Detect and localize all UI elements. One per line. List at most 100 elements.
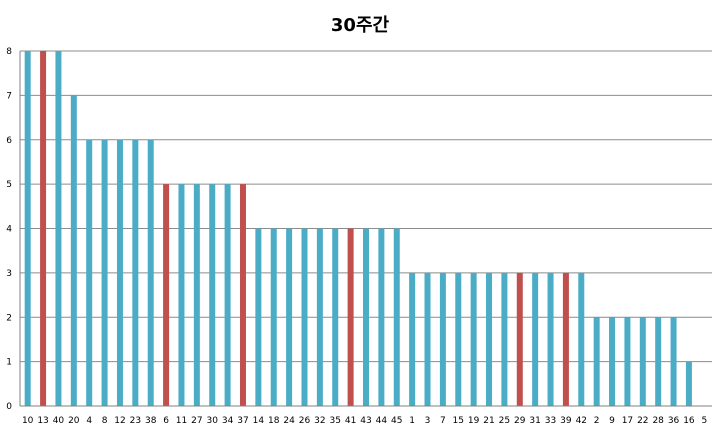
x-tick-label: 28 [652,416,664,426]
bar-20 [70,95,77,407]
x-tick-label: 1 [409,416,415,426]
bar-32 [316,228,323,406]
bar-45 [393,228,400,406]
bar-2 [593,317,600,406]
bar-14 [255,228,262,406]
y-tick-label: 3 [6,269,12,279]
x-tick-label: 5 [701,416,707,426]
bar-29 [516,272,523,407]
x-tick-label: 2 [594,416,600,426]
bar-36 [670,317,677,406]
x-tick-label: 16 [683,416,695,426]
bar-12 [116,139,123,406]
bar-25 [501,272,508,407]
x-tick-label: 23 [130,416,141,426]
y-tick-label: 4 [6,225,12,235]
x-tick-label: 10 [22,416,34,426]
y-tick-label: 5 [6,180,12,190]
bar-18 [270,228,277,406]
x-tick-label: 21 [483,416,494,426]
bar-17 [624,317,631,406]
y-axis-ticks: 0 1 2 3 4 5 6 7 8 [6,47,12,412]
bar-16 [685,361,692,407]
bar-8 [101,139,108,406]
y-tick-label: 1 [6,358,12,368]
bar-33 [547,272,554,407]
x-tick-label: 19 [468,416,480,426]
bar-9 [609,317,616,406]
x-tick-label: 6 [163,416,169,426]
x-tick-label: 15 [453,416,464,426]
bar-6 [163,184,170,407]
y-tick-label: 7 [6,91,12,101]
y-tick-label: 2 [6,313,12,323]
bar-23 [132,139,139,406]
x-tick-label: 33 [545,416,556,426]
x-tick-label: 9 [609,416,615,426]
x-tick-label: 40 [53,416,65,426]
x-tick-label: 25 [499,416,510,426]
bar-38 [147,139,154,406]
bar-10 [24,51,31,406]
x-tick-label: 26 [299,416,311,426]
x-tick-label: 32 [314,416,325,426]
x-tick-label: 42 [576,416,587,426]
bar-15 [455,272,462,407]
bar-39 [562,272,569,407]
bar-30 [209,184,216,407]
x-tick-label: 29 [514,416,526,426]
bar-40 [55,51,62,406]
bar-7 [439,272,446,407]
x-tick-label: 4 [86,416,92,426]
x-tick-label: 14 [253,416,265,426]
bar-3 [424,272,431,407]
x-tick-label: 12 [114,416,125,426]
chart-title: 30주간 [331,15,390,36]
bar-37 [239,184,246,407]
bar-27 [193,184,200,407]
x-axis-ticks: 10 13 40 20 4 8 12 23 38 6 11 27 30 34 37 14 18 24 26 32 35 4… [22,416,707,426]
y-tick-label: 8 [6,47,12,57]
x-tick-label: 30 [206,416,218,426]
x-tick-label: 44 [376,416,388,426]
bar-28 [655,317,662,406]
bar-42 [578,272,585,407]
bar-41 [347,228,354,406]
x-tick-label: 36 [668,416,680,426]
y-tick-label: 6 [6,136,12,146]
x-tick-label: 43 [360,416,371,426]
x-tick-label: 7 [440,416,446,426]
bar-22 [639,317,646,406]
bar-11 [178,184,185,407]
x-tick-label: 39 [560,416,572,426]
x-tick-label: 45 [391,416,402,426]
bar-31 [532,272,539,407]
bar-43 [363,228,369,406]
y-tick-label: 0 [6,402,12,412]
x-tick-label: 34 [222,416,234,426]
x-tick-label: 31 [529,416,540,426]
bar-21 [486,272,493,407]
x-tick-label: 41 [345,416,356,426]
bar-1 [409,272,416,407]
bar-26 [301,228,308,406]
x-tick-label: 38 [145,416,157,426]
bar-4 [86,139,93,406]
bar-13 [40,51,47,406]
x-tick-label: 35 [330,416,341,426]
x-tick-label: 27 [191,416,202,426]
bars [24,51,692,407]
x-tick-label: 37 [237,416,248,426]
x-tick-label: 8 [102,416,108,426]
bar-34 [224,184,231,407]
x-tick-label: 13 [37,416,48,426]
x-tick-label: 24 [283,416,295,426]
bar-19 [470,272,477,407]
x-tick-label: 22 [637,416,648,426]
x-tick-label: 3 [425,416,431,426]
x-tick-label: 11 [176,416,187,426]
bar-44 [378,228,385,406]
bar-35 [332,228,339,406]
